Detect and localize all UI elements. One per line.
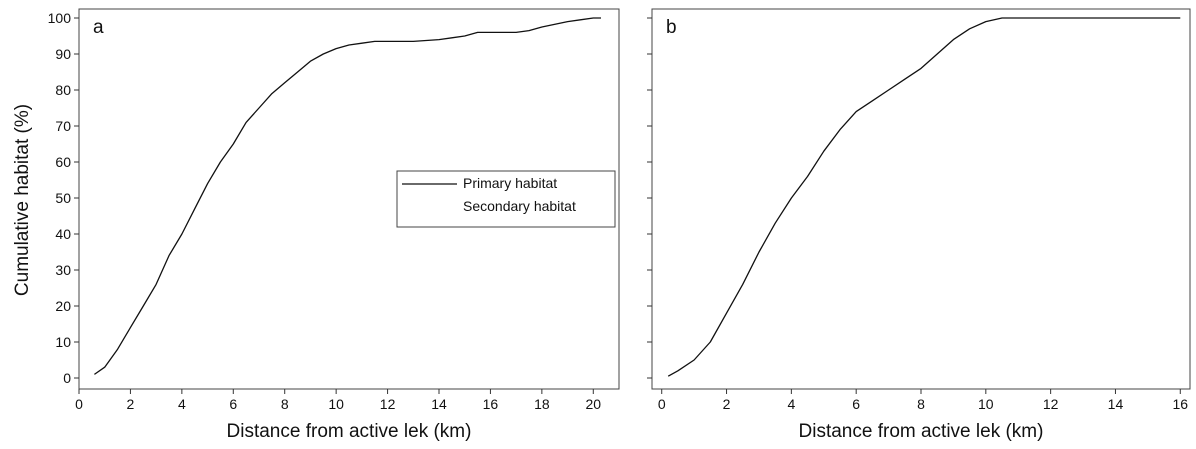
panel-label: b (666, 17, 677, 38)
x-tick-label: 12 (380, 396, 396, 412)
x-tick-label: 20 (585, 396, 601, 412)
x-tick-label: 2 (127, 396, 135, 412)
legend-box (396, 170, 616, 228)
panel-a: 0 10 20 30 40 50 60 70 80 90 100 0 2 4 6 8 10 12 14 16 18 20 a… (48, 8, 620, 442)
y-tick-label: 90 (55, 46, 71, 62)
legend-entry: Secondary habitat (463, 198, 576, 214)
y-axis-label: Cumulative habitat (%) (12, 104, 33, 296)
plot-frame (651, 8, 1191, 390)
legend: Primary habitat Secondary habitat (396, 170, 616, 228)
x-tick-label: 4 (178, 396, 186, 412)
y-tick-label: 0 (63, 370, 71, 386)
y-tick-label: 80 (55, 82, 71, 98)
y-tick-label: 40 (55, 226, 71, 242)
x-tick-label: 18 (534, 396, 550, 412)
panel-label: a (93, 17, 104, 38)
x-tick-label: 0 (75, 396, 83, 412)
x-tick-label: 10 (328, 396, 344, 412)
panel-b: 0 2 4 6 8 10 12 14 16 b Distance from active lek (… (647, 8, 1191, 442)
plot-frame (78, 8, 620, 390)
x-tick-label: 4 (787, 396, 795, 412)
x-axis-label: Distance from active lek (km) (799, 421, 1044, 442)
legend-entry: Primary habitat (463, 175, 557, 191)
series-line (94, 17, 601, 375)
y-tick-label: 70 (55, 118, 71, 134)
y-tick-label: 100 (48, 10, 72, 26)
y-tick-label: 50 (55, 190, 71, 206)
x-tick-label: 8 (917, 396, 925, 412)
x-tick-label: 8 (281, 396, 289, 412)
x-tick-label: 0 (658, 396, 666, 412)
x-axis-label: Distance from active lek (km) (227, 421, 472, 442)
x-tick-label: 10 (978, 396, 994, 412)
x-tick-label: 12 (1043, 396, 1059, 412)
x-tick-label: 16 (1172, 396, 1188, 412)
y-tick-label: 60 (55, 154, 71, 170)
x-tick-label: 2 (723, 396, 731, 412)
x-tick-label: 16 (483, 396, 499, 412)
y-tick-label: 30 (55, 262, 71, 278)
x-tick-label: 6 (229, 396, 237, 412)
series-line (667, 17, 1181, 377)
x-tick-label: 14 (431, 396, 447, 412)
x-tick-label: 14 (1108, 396, 1124, 412)
x-tick-label: 6 (852, 396, 860, 412)
y-tick-label: 10 (55, 334, 71, 350)
y-tick-label: 20 (55, 298, 71, 314)
